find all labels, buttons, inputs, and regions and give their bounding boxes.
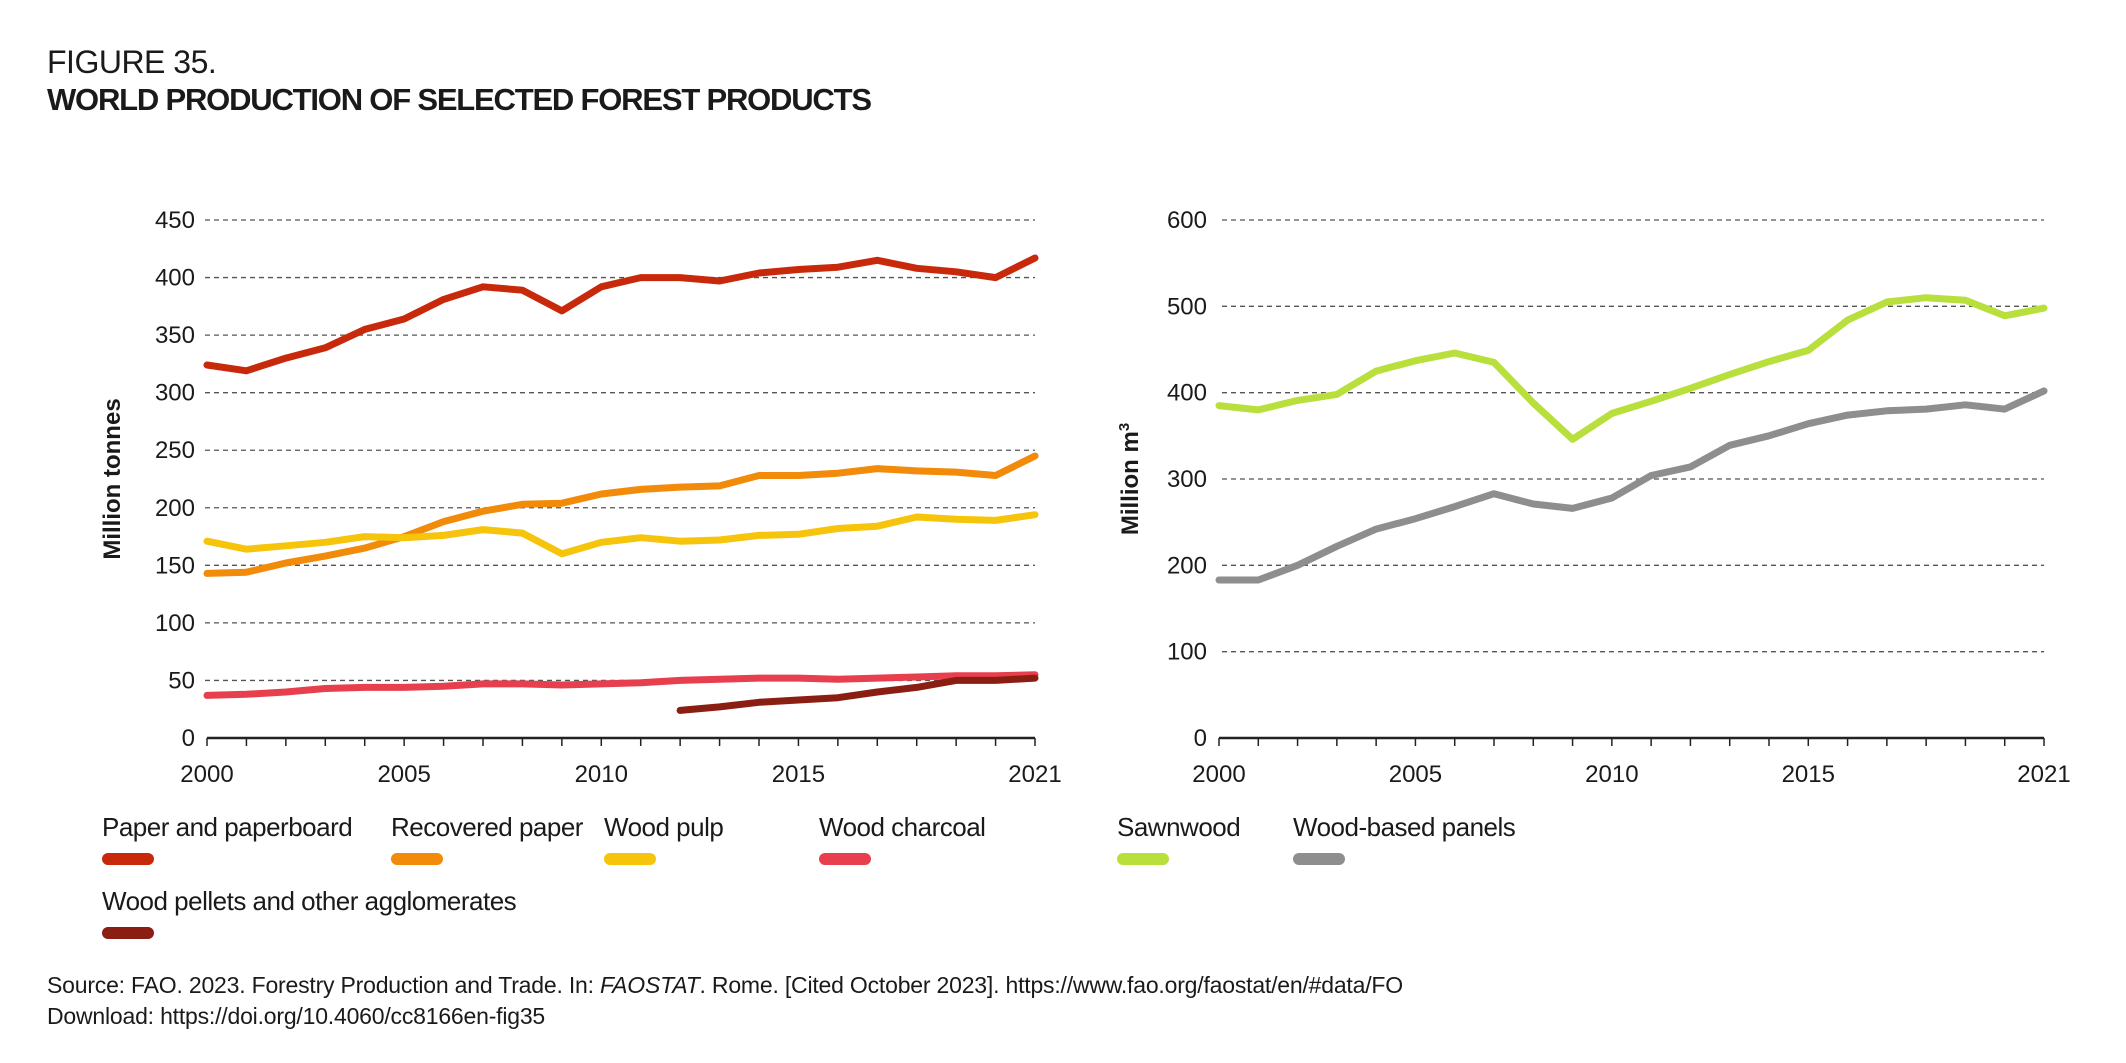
series-line-sawnwood	[1215, 294, 2048, 443]
legend-item-wood-based-panels: Wood-based panels	[1293, 812, 1516, 865]
series-line-recovered-paper	[203, 452, 1039, 577]
y-tick-label: 200	[155, 495, 195, 522]
series-line-wood-charcoal	[203, 671, 1039, 699]
legend-swatch	[102, 853, 154, 865]
legend-item-recovered-paper: Recovered paper	[391, 812, 583, 865]
y-tick-label: 300	[1167, 466, 1207, 493]
y-tick-label: 50	[168, 667, 195, 694]
legend-label: Wood pellets and other agglomerates	[102, 886, 517, 916]
legend-swatch	[604, 853, 656, 865]
y-tick-label: 400	[1167, 380, 1207, 407]
y-tick-label: 100	[155, 610, 195, 637]
source-note: Source: FAO. 2023. Forestry Production a…	[47, 970, 1403, 1032]
x-tick-label: 2000	[1192, 761, 1245, 788]
legend-label: Wood charcoal	[819, 812, 986, 842]
x-tick-label: 2000	[180, 761, 233, 788]
legend-swatch	[391, 853, 443, 865]
y-tick-label: 200	[1167, 552, 1207, 579]
x-tick-label: 2010	[575, 761, 628, 788]
source-italic: FAOSTAT	[600, 972, 700, 998]
legend-item-wood-charcoal: Wood charcoal	[819, 812, 986, 865]
source-prefix: Source: FAO. 2023. Forestry Production a…	[47, 972, 600, 998]
y-tick-label: 100	[1167, 639, 1207, 666]
series-line-wood-pulp	[203, 511, 1039, 558]
series-line-wood-based-panels	[1215, 387, 2048, 584]
legend-swatch	[1293, 853, 1345, 865]
y-tick-label: 600	[1167, 207, 1207, 234]
legend-swatch	[1117, 853, 1169, 865]
source-suffix: . Rome. [Cited October 2023]. https://ww…	[699, 972, 1404, 998]
series-line-paper-and-paperboard	[203, 254, 1039, 375]
x-tick-label: 2010	[1585, 761, 1638, 788]
legend-label: Wood-based panels	[1293, 812, 1516, 842]
x-tick-label: 2015	[772, 761, 825, 788]
y-tick-label: 350	[155, 322, 195, 349]
legend-item-paper-and-paperboard: Paper and paperboard	[102, 812, 353, 865]
legend-label: Recovered paper	[391, 812, 583, 842]
legend-label: Paper and paperboard	[102, 812, 353, 842]
legend-label: Sawnwood	[1117, 812, 1241, 842]
x-tick-label: 2021	[1008, 761, 1061, 788]
legend-label: Wood pulp	[604, 812, 724, 842]
y-axis-label: Million tonnes	[99, 398, 126, 559]
chart-panel-1: 0 50 100 150 200 250 300 350 400 450 2000 2005 2010 2…	[99, 207, 1062, 788]
figure-title: WORLD PRODUCTION OF SELECTED FOREST PROD…	[47, 82, 872, 117]
y-tick-label: 450	[155, 207, 195, 234]
y-tick-label: 0	[1194, 725, 1207, 752]
legend-item-sawnwood: Sawnwood	[1117, 812, 1241, 865]
series-line-wood-pellets-and-other-agglomerates	[676, 674, 1039, 714]
x-tick-label: 2005	[377, 761, 430, 788]
figure-label: FIGURE 35.	[47, 44, 217, 80]
legend-swatch	[102, 927, 154, 939]
source-line: Source: FAO. 2023. Forestry Production a…	[47, 970, 1403, 1001]
y-tick-label: 150	[155, 552, 195, 579]
download-line: Download: https://doi.org/10.4060/cc8166…	[47, 1003, 546, 1029]
y-tick-label: 0	[182, 725, 195, 752]
y-tick-label: 400	[155, 265, 195, 292]
y-tick-label: 300	[155, 380, 195, 407]
legend-item-wood-pellets-and-other-agglomerates: Wood pellets and other agglomerates	[102, 886, 517, 939]
legend-item-wood-pulp: Wood pulp	[604, 812, 724, 865]
x-tick-label: 2021	[2017, 761, 2070, 788]
legend-swatch	[819, 853, 871, 865]
x-tick-label: 2005	[1389, 761, 1442, 788]
x-tick-label: 2015	[1782, 761, 1835, 788]
y-tick-label: 250	[155, 437, 195, 464]
chart-panel-2: 0 100 200 300 400 500 600 2000 2005 2010 2015 2021 M…	[1116, 207, 2071, 788]
y-tick-label: 500	[1167, 293, 1207, 320]
y-axis-label: Million m3	[1116, 423, 1144, 535]
